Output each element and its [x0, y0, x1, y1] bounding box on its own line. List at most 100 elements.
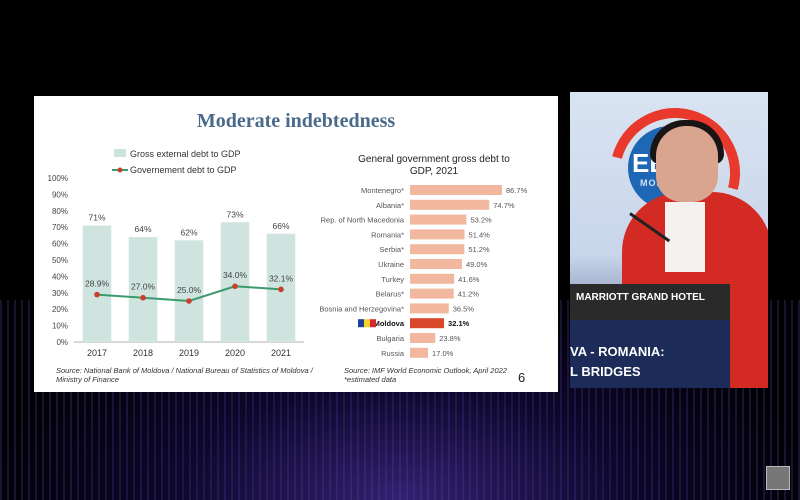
- y-tick-label: 0%: [56, 338, 68, 347]
- line-point-government-debt: [140, 294, 146, 301]
- bar-country: [410, 259, 462, 269]
- left-source-note: Source: National Bank of Moldova / Natio…: [56, 366, 313, 384]
- bar-data-label: 36.5%: [453, 304, 475, 313]
- bar-gross-external-debt: [128, 237, 158, 342]
- speaker-video: EB MOLD MARRIOTT GRAND HOTEL VA - ROMANI…: [570, 92, 768, 388]
- presentation-slide: Moderate indebtedness Gross external deb…: [34, 96, 558, 392]
- y-tick-label: 30%: [52, 289, 68, 298]
- y-tick-label: 10%: [52, 322, 68, 331]
- bar-data-label: 49.0%: [466, 260, 488, 269]
- y-tick-label: 50%: [52, 256, 68, 265]
- category-label: Albania*: [376, 201, 404, 210]
- bar-country: [410, 199, 490, 210]
- bar-gross-external-debt: [220, 222, 250, 342]
- category-label: Turkey: [381, 275, 404, 284]
- line-point-government-debt: [186, 298, 192, 304]
- line-data-label: 27.0%: [131, 282, 156, 292]
- right-source-line: Source: IMF World Economic Outlook, Apri…: [344, 366, 507, 375]
- legend-label: Governement debt to GDP: [130, 165, 237, 175]
- left-source-line: Source: National Bank of Moldova / Natio…: [56, 366, 313, 375]
- category-label: Romania*: [371, 230, 404, 239]
- page-number: 6: [518, 370, 526, 385]
- bar-country: [410, 333, 436, 343]
- category-label: Ukraine: [378, 260, 404, 269]
- debt-bar-line-chart: Gross external debt to GDP Governement de…: [48, 149, 304, 358]
- speaker-shirt: [665, 202, 705, 272]
- bar-data-label: 64%: [134, 224, 151, 234]
- bar-country: [410, 303, 449, 314]
- bar-data-label: 62%: [180, 227, 197, 237]
- bar-country: [410, 288, 454, 299]
- category-label: Belarus*: [376, 290, 404, 299]
- bar-data-label: 41.6%: [458, 275, 480, 284]
- category-label: Serbia*: [379, 245, 404, 254]
- category-label: Bosnia and Herzegovina*: [319, 304, 404, 313]
- flag-icon-stripe: [358, 319, 364, 328]
- line-data-label: 32.1%: [269, 273, 294, 283]
- category-label: Montenegro*: [361, 186, 404, 195]
- legend-swatch-bar: [114, 149, 126, 157]
- slide-title: Moderate indebtedness: [196, 110, 396, 132]
- line-data-label: 34.0%: [223, 270, 248, 280]
- chart-title: GDP, 2021: [410, 166, 459, 177]
- left-source-line: Ministry of Finance: [56, 375, 119, 384]
- bar-data-label: 86.7%: [506, 186, 528, 195]
- banner-text-line: VA - ROMANIA:: [570, 344, 665, 359]
- y-tick-label: 90%: [52, 190, 68, 199]
- y-tick-label: 80%: [52, 207, 68, 216]
- bar-data-label: 53.2%: [470, 216, 492, 225]
- category-label: Russia: [381, 349, 405, 358]
- speaker-head: [656, 126, 718, 202]
- bar-country: [410, 347, 429, 358]
- category-label: Bulgaria: [376, 334, 404, 343]
- x-tick-label: 2018: [133, 348, 153, 358]
- podium-text: MARRIOTT GRAND HOTEL: [576, 292, 705, 303]
- category-label: Rep. of North Macedonia: [321, 216, 405, 225]
- category-label: Moldova: [374, 319, 405, 328]
- line-data-label: 28.9%: [85, 279, 110, 289]
- y-tick-label: 20%: [52, 305, 68, 314]
- bar-country: [410, 244, 465, 255]
- chart-title: General government gross debt to: [358, 154, 510, 165]
- banner-text-line: L BRIDGES: [570, 364, 641, 379]
- bar-data-label: 51.4%: [469, 230, 491, 239]
- bar-data-label: 17.0%: [432, 349, 454, 358]
- bar-country: [410, 214, 467, 225]
- bar-country: [410, 185, 502, 195]
- bar-gross-external-debt: [174, 240, 204, 342]
- bar-country: [410, 273, 455, 284]
- x-tick-label: 2021: [271, 348, 291, 358]
- flag-icon-stripe: [370, 319, 376, 328]
- bar-data-label: 74.7%: [493, 201, 515, 210]
- y-tick-label: 100%: [48, 174, 68, 183]
- bar-data-label: 51.2%: [468, 245, 490, 254]
- event-logo-subtext: MOLD: [640, 178, 671, 188]
- line-point-government-debt: [232, 283, 238, 290]
- flag-icon-stripe: [364, 319, 370, 328]
- bar-data-label: 32.1%: [448, 319, 470, 328]
- bar-data-label: 66%: [272, 221, 289, 231]
- broadcast-logo-icon: [766, 466, 790, 490]
- bar-country: [410, 229, 465, 240]
- y-tick-label: 60%: [52, 240, 68, 249]
- line-data-label: 25.0%: [177, 285, 202, 295]
- bar-data-label: 41.2%: [458, 290, 480, 299]
- x-tick-label: 2020: [225, 348, 245, 358]
- line-point-government-debt: [278, 286, 284, 293]
- line-point-government-debt: [94, 291, 100, 298]
- right-source-line: *estimated data: [344, 375, 397, 384]
- bar-highlighted: [410, 318, 445, 329]
- bar-data-label: 71%: [88, 213, 105, 223]
- y-tick-label: 40%: [52, 272, 68, 281]
- bar-gross-external-debt: [82, 225, 112, 342]
- x-tick-label: 2017: [87, 348, 107, 358]
- right-source-note: Source: IMF World Economic Outlook, Apri…: [344, 366, 507, 384]
- bar-data-label: 73%: [226, 209, 243, 219]
- legend-swatch-marker: [117, 167, 123, 173]
- y-tick-label: 70%: [52, 223, 68, 232]
- x-tick-label: 2019: [179, 348, 199, 358]
- bar-data-label: 23.8%: [439, 334, 461, 343]
- podium-plate: [570, 284, 730, 320]
- legend-label: Gross external debt to GDP: [130, 149, 241, 159]
